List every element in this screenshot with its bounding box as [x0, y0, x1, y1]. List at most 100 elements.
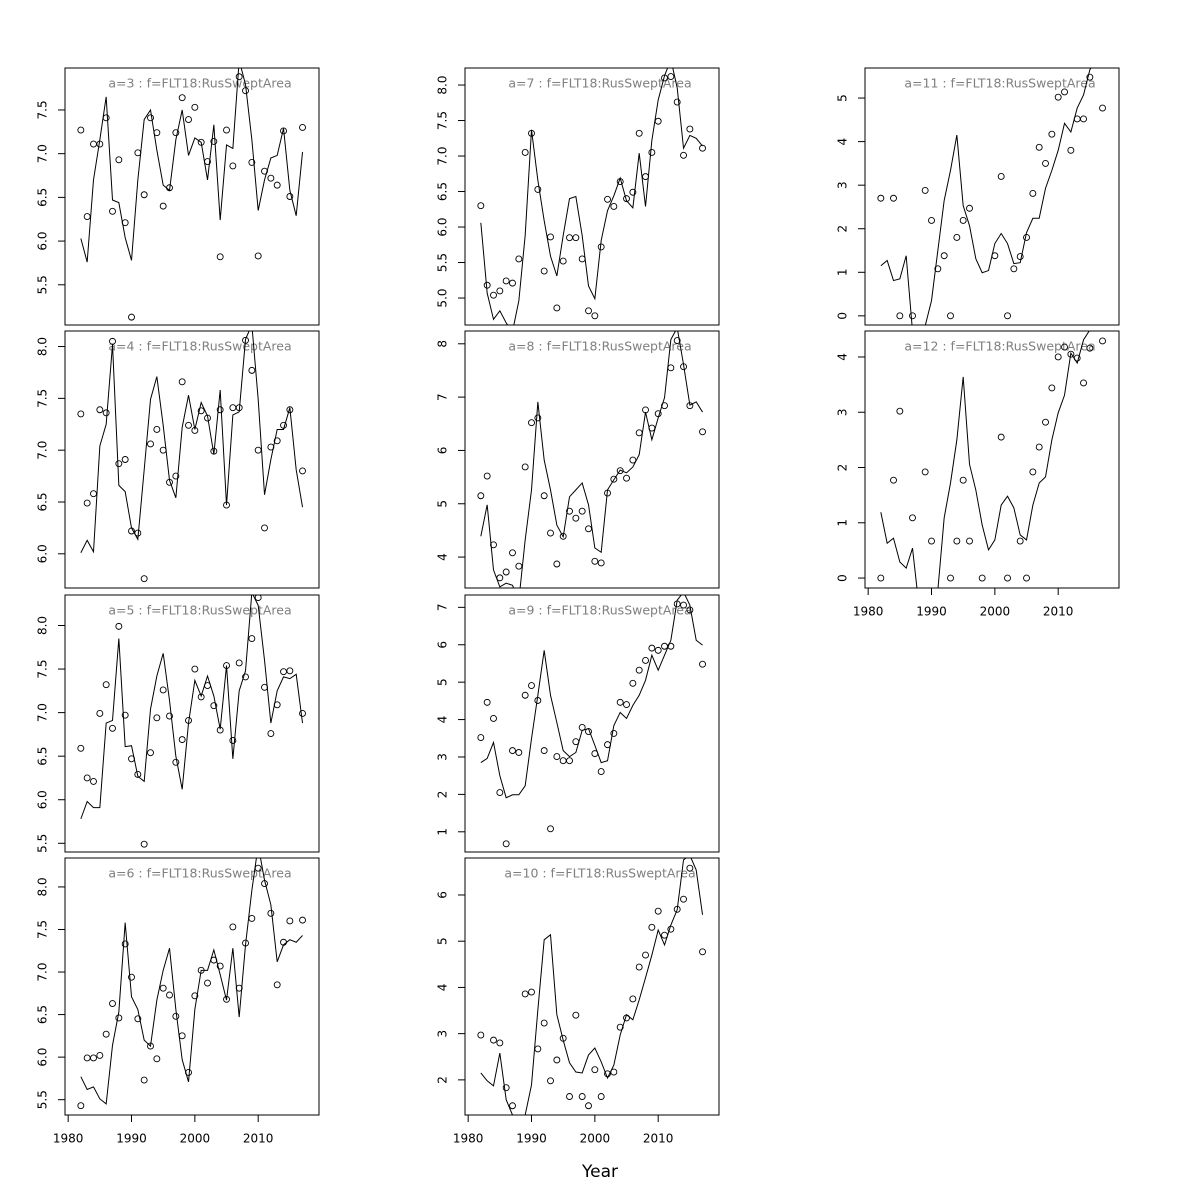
- data-point: [629, 995, 637, 1003]
- data-point: [572, 514, 580, 522]
- y-tick-label: 6.0: [36, 544, 50, 563]
- data-point: [547, 1077, 554, 1085]
- data-point: [502, 277, 510, 285]
- data-point: [521, 149, 529, 156]
- data-point: [77, 1102, 85, 1110]
- data-point: [502, 1084, 510, 1092]
- data-point: [635, 666, 643, 674]
- panel-title: a=11 : f=FLT18:RusSweptArea: [904, 76, 1095, 91]
- data-point: [921, 186, 929, 194]
- data-point: [1048, 130, 1056, 138]
- data-point: [102, 681, 110, 689]
- data-point: [490, 541, 497, 549]
- panel-frame: [864, 330, 1120, 589]
- data-point: [496, 789, 504, 796]
- y-tick-label: 7.0: [36, 703, 50, 722]
- data-point: [102, 409, 110, 417]
- data-point: [147, 114, 154, 122]
- data-point: [661, 642, 668, 650]
- y-tick-label: 6.0: [436, 217, 450, 236]
- data-point: [159, 686, 167, 694]
- data-point: [921, 468, 929, 476]
- data-point: [686, 864, 694, 872]
- y-tick-label: 5: [436, 937, 450, 945]
- data-point: [1023, 574, 1030, 582]
- data-point: [515, 749, 523, 756]
- plot-area: [77, 331, 306, 583]
- data-point: [159, 984, 167, 992]
- data-point: [1042, 159, 1049, 167]
- data-point: [1029, 190, 1037, 197]
- data-point: [134, 771, 142, 778]
- data-point: [635, 129, 643, 137]
- panel-title: a=7 : f=FLT18:RusSweptArea: [508, 76, 691, 91]
- data-point: [496, 287, 504, 295]
- data-point: [566, 1093, 573, 1100]
- y-tick-label: 3: [436, 1030, 450, 1038]
- plot-area: [477, 595, 706, 848]
- x-axis-label: Year: [581, 1162, 618, 1182]
- data-point: [635, 429, 643, 437]
- data-point: [197, 407, 205, 415]
- plot-area: [77, 68, 306, 321]
- data-point: [528, 682, 535, 689]
- data-point: [172, 129, 180, 137]
- data-point: [83, 213, 91, 221]
- data-point: [559, 757, 567, 765]
- data-point: [547, 233, 554, 241]
- data-point: [299, 467, 306, 475]
- panel-title: a=12 : f=FLT18:RusSweptArea: [904, 339, 1095, 354]
- data-point: [578, 1093, 586, 1100]
- data-point: [680, 895, 687, 903]
- y-tick-label: 6.0: [36, 1048, 50, 1067]
- data-point: [483, 472, 491, 480]
- data-point: [578, 507, 586, 515]
- data-point: [115, 156, 123, 164]
- data-point: [1080, 379, 1087, 387]
- data-point: [159, 202, 167, 210]
- data-point: [585, 525, 592, 533]
- data-point: [477, 734, 485, 741]
- panel-frame: [64, 67, 320, 326]
- data-point: [254, 595, 262, 602]
- data-point: [591, 1066, 599, 1074]
- data-point: [299, 916, 306, 924]
- y-tick-label: 4: [836, 138, 850, 146]
- y-tick-label: 7.0: [436, 146, 450, 165]
- data-point: [1016, 253, 1024, 261]
- data-point: [667, 364, 675, 372]
- data-point: [128, 973, 135, 981]
- plot-area: [477, 331, 706, 588]
- data-point: [83, 499, 91, 507]
- y-tick-label: 7.5: [36, 389, 50, 408]
- y-tick-label: 5.5: [36, 834, 50, 853]
- data-point: [966, 537, 973, 545]
- data-point: [680, 151, 687, 159]
- data-point: [172, 472, 180, 480]
- data-point: [166, 712, 173, 720]
- data-point: [521, 691, 529, 699]
- data-point: [254, 446, 262, 454]
- data-point: [1099, 104, 1106, 112]
- data-point: [90, 140, 97, 148]
- data-point: [109, 207, 116, 215]
- y-tick-label: 5: [436, 678, 450, 686]
- data-point: [210, 137, 218, 145]
- x-tick-label: 2010: [243, 1132, 274, 1146]
- y-tick-label: 5.5: [436, 253, 450, 272]
- data-point: [502, 840, 510, 848]
- panel-frame: [64, 857, 320, 1116]
- data-point: [648, 923, 656, 931]
- data-point: [623, 474, 630, 482]
- data-point: [540, 1019, 548, 1027]
- data-point: [273, 181, 281, 189]
- y-tick-label: 7.5: [36, 100, 50, 119]
- data-point: [1061, 88, 1068, 96]
- y-tick-label: 6.5: [36, 1005, 50, 1024]
- data-point: [90, 490, 97, 498]
- fitted-line: [80, 331, 304, 554]
- fitted-line: [480, 68, 703, 325]
- data-point: [553, 560, 561, 568]
- data-point: [566, 507, 573, 515]
